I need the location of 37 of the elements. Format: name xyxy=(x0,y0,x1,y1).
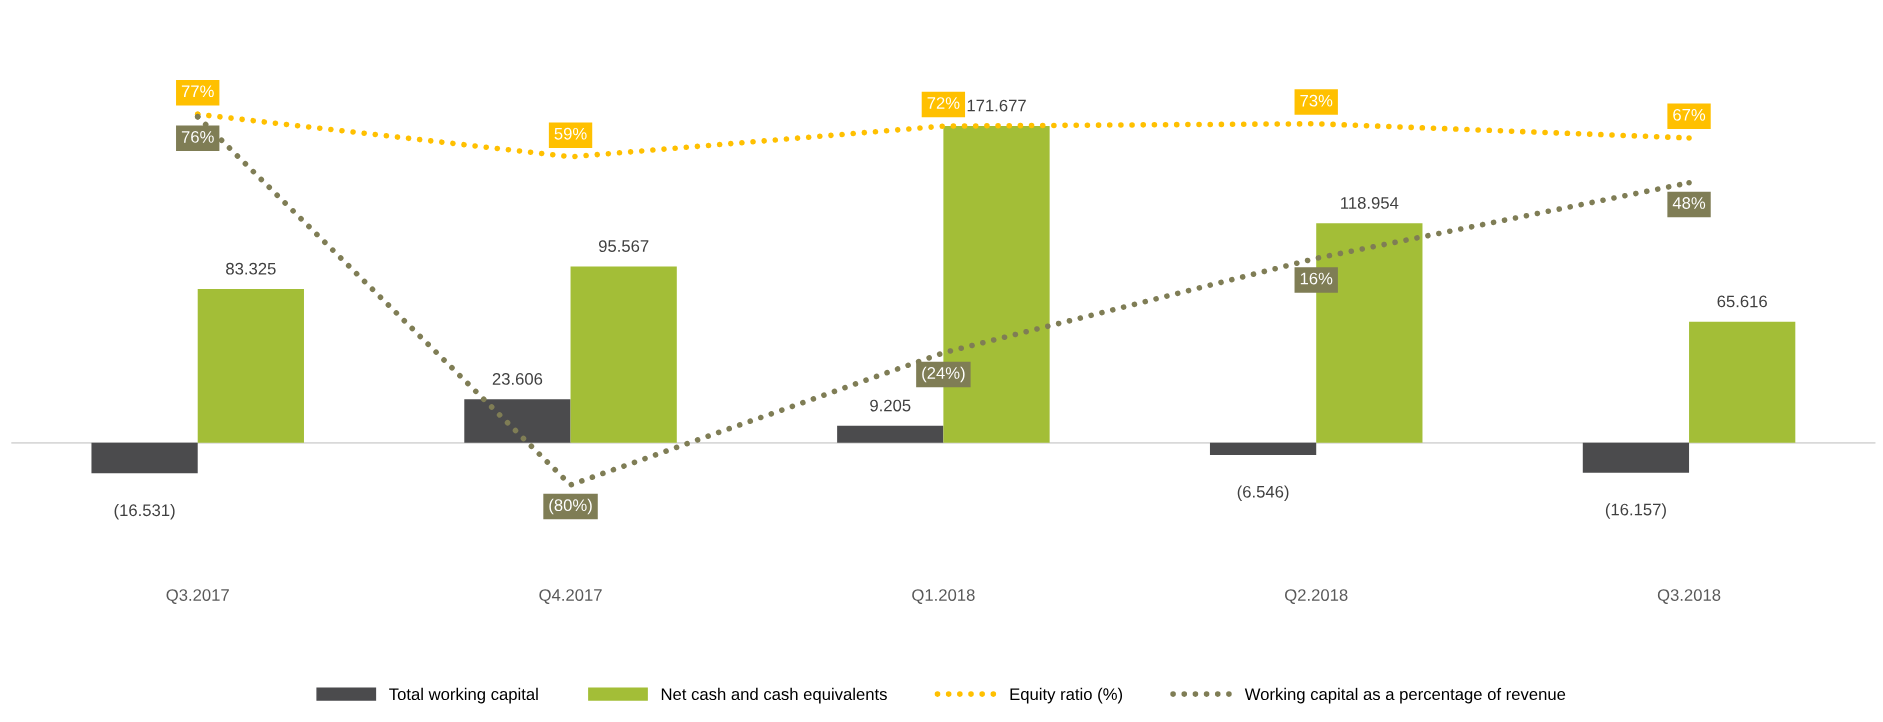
bar xyxy=(197,289,304,443)
data-label: 72% xyxy=(927,97,960,109)
bar xyxy=(1689,321,1796,443)
data-label: 73% xyxy=(1300,94,1333,107)
legend-label: Working capital as a percentage of revenue xyxy=(1244,687,1566,704)
bar xyxy=(464,399,571,443)
legend-label: Equity ratio (%) xyxy=(1010,687,1123,704)
data-label: (24%) xyxy=(922,366,965,383)
data-label: 67% xyxy=(1673,108,1706,121)
bar xyxy=(570,266,677,443)
data-label: 48% xyxy=(1672,197,1706,209)
data-label: 9.205 xyxy=(870,399,911,412)
data-label: 76% xyxy=(181,131,214,143)
bar xyxy=(1209,442,1317,455)
bar xyxy=(91,442,198,474)
data-label: 83.325 xyxy=(226,262,276,275)
bar xyxy=(837,425,944,443)
x-tick-label: Q2.2018 xyxy=(1285,589,1348,604)
data-label: 23.606 xyxy=(492,373,543,385)
data-label: (16.157) xyxy=(1605,503,1666,519)
data-label: 65.616 xyxy=(1717,295,1767,308)
legend-label: Net cash and cash equivalents xyxy=(661,687,887,704)
x-tick-label: Q3.2017 xyxy=(166,589,229,604)
legend-label: Total working capital xyxy=(389,687,538,704)
data-label: 171.677 xyxy=(967,99,1026,112)
data-label: 118.954 xyxy=(1341,197,1399,209)
data-label: (6.546) xyxy=(1237,485,1289,502)
x-tick-label: Q1.2018 xyxy=(912,589,975,604)
x-tick-label: Q3.2018 xyxy=(1657,589,1721,604)
x-tick-label: Q4.2017 xyxy=(539,589,602,604)
data-label: (16.531) xyxy=(114,503,175,520)
data-label: 16% xyxy=(1300,272,1333,285)
data-label: 77% xyxy=(181,85,214,98)
data-label: 59% xyxy=(554,127,587,140)
bar xyxy=(1582,442,1690,473)
data-label: (80%) xyxy=(549,498,592,515)
data-label: 95.567 xyxy=(598,240,649,252)
